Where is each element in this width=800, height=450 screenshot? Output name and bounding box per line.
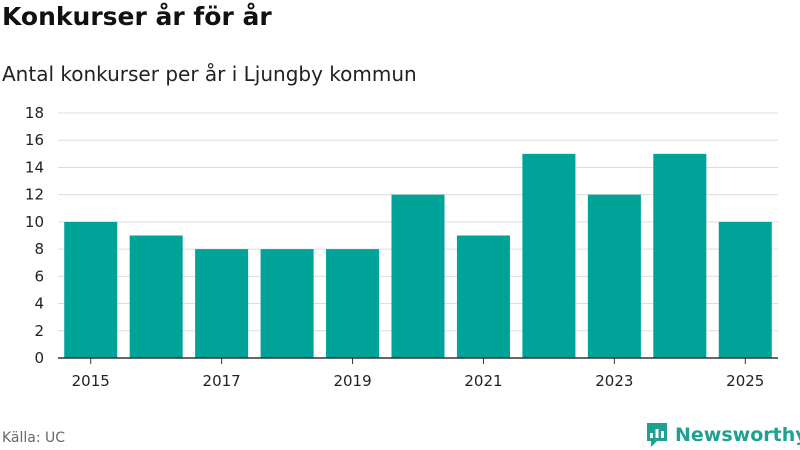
y-tick-label-10: 10	[25, 213, 44, 231]
bars	[64, 153, 772, 358]
source-note: Källa: UC	[2, 430, 66, 446]
bar-2015	[64, 221, 118, 358]
x-tick-label-2015: 2015	[72, 372, 110, 390]
chart-title: Konkurser år för år	[2, 2, 272, 31]
x-tick-label-2023: 2023	[595, 372, 633, 390]
bar-2021	[456, 235, 510, 358]
x-tick-label-2025: 2025	[726, 372, 764, 390]
brand-logo: Newsworthy	[645, 421, 800, 449]
y-tick-label-14: 14	[25, 158, 44, 176]
y-tick-label-0: 0	[34, 349, 44, 367]
x-tick-label-2017: 2017	[203, 372, 241, 390]
y-tick-label-2: 2	[34, 322, 44, 340]
bar-2025	[718, 221, 772, 358]
y-tick-label-16: 16	[25, 131, 44, 149]
bar-2016	[129, 235, 183, 358]
bar-2024	[653, 153, 707, 358]
bar-2017	[195, 249, 249, 358]
y-tick-label-6: 6	[34, 267, 44, 285]
bar-2020	[391, 194, 445, 358]
bar-2023	[587, 194, 641, 358]
chart-subtitle: Antal konkurser per år i Ljungby kommun	[2, 62, 417, 86]
tick-labels: 0 2 4 6 8 10 12 14 16 18 2015 2017 2019 2021 2023 2025	[25, 104, 764, 390]
brand-name: Newsworthy	[675, 424, 800, 446]
y-tick-label-4: 4	[34, 295, 44, 313]
bar-chart: 0 2 4 6 8 10 12 14 16 18 2015 2017 2019 2021 2023 2025	[25, 104, 778, 390]
x-tick-label-2021: 2021	[464, 372, 502, 390]
bar-2018	[260, 249, 314, 358]
x-tick-label-2019: 2019	[333, 372, 371, 390]
axes	[58, 357, 778, 364]
bar-2022	[522, 153, 576, 358]
bar-2019	[326, 249, 380, 358]
newsworthy-logo-icon	[647, 423, 667, 447]
y-tick-label-18: 18	[25, 104, 44, 122]
y-tick-label-12: 12	[25, 186, 44, 204]
y-tick-label-8: 8	[34, 240, 44, 258]
